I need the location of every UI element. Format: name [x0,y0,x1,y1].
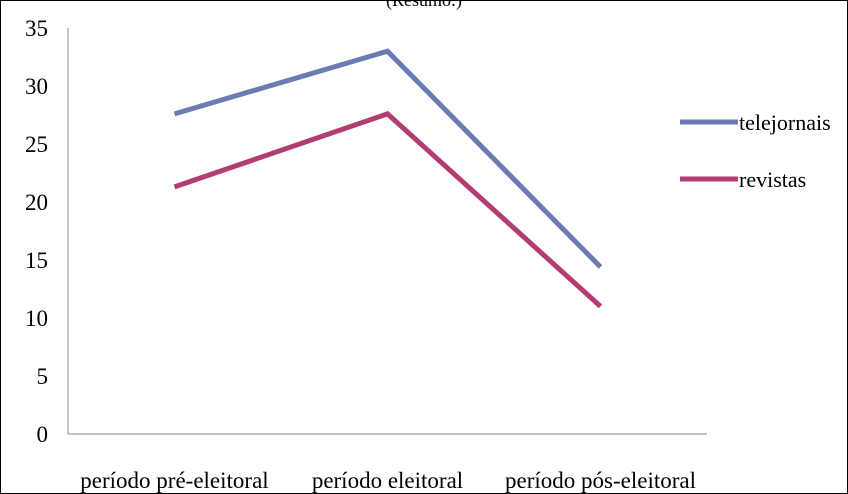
legend-label-telejornais: telejornais [739,110,831,135]
chart-title: (Resumo:) [386,0,462,11]
y-tick-label: 0 [37,422,49,447]
legend-label-revistas: revistas [739,167,806,192]
x-axis-ticks: período pré-eleitoral período eleitoral pe… [80,468,696,493]
legend: telejornais revistas [680,110,831,192]
series-line-revistas [173,110,603,309]
x-tick-label: período pré-eleitoral [80,468,268,493]
series-line-telejornais [173,48,603,269]
x-tick-label: período pós-eleitoral [505,468,696,493]
y-tick-label: 15 [25,248,48,273]
y-tick-label: 25 [25,132,48,157]
y-tick-label: 20 [25,190,48,215]
y-tick-label: 35 [25,16,48,41]
y-tick-label: 10 [25,306,48,331]
series-lines [173,48,603,309]
x-tick-label: período eleitoral [312,468,463,493]
y-tick-label: 5 [37,364,49,389]
y-tick-label: 30 [25,74,48,99]
y-axis-ticks: 0 5 10 15 20 25 30 35 [25,16,48,447]
